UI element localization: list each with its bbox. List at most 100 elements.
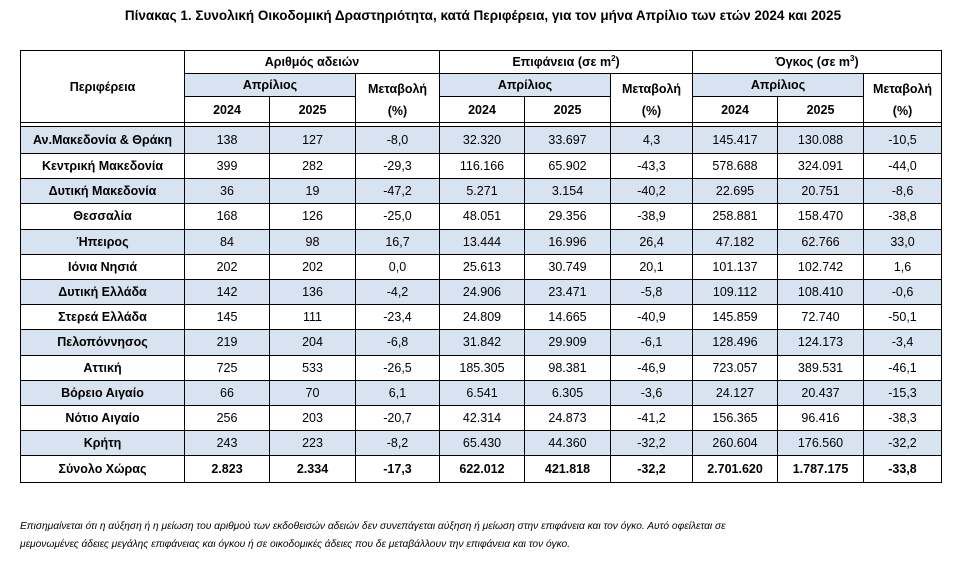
cell-volume-2024: 578.688 bbox=[692, 152, 779, 180]
table-row: Πελοπόννησος 219 204 -6,8 31.842 29.909 -6,1 12… bbox=[20, 329, 943, 356]
region-name: Κρήτη bbox=[20, 430, 185, 457]
cell-permits-2024: 219 bbox=[184, 329, 270, 356]
cell-area-2025: 30.749 bbox=[524, 253, 611, 280]
cell-area-2024: 24.906 bbox=[439, 278, 525, 306]
cell-permits-2024: 138 bbox=[184, 126, 270, 154]
cell-permits-change: -4,2 bbox=[355, 278, 440, 306]
cell-area-2024: 25.613 bbox=[439, 253, 525, 280]
table-title: Πίνακας 1. Συνολική Οικοδομική Δραστηριό… bbox=[124, 8, 842, 23]
cell-area-2024: 24.809 bbox=[439, 304, 525, 331]
cell-area-change: -32,2 bbox=[609, 455, 694, 484]
cell-volume-2025: 158.470 bbox=[777, 203, 865, 230]
area-2024-header: 2024 bbox=[439, 96, 525, 123]
cell-permits-2025: 204 bbox=[269, 329, 356, 356]
cell-area-2024: 48.051 bbox=[439, 203, 525, 230]
cell-permits-2025: 98 bbox=[269, 228, 356, 255]
total-row: Σύνολο Χώρας 2.823 2.334 -17,3 622.012 4… bbox=[20, 455, 943, 484]
area-month-header: Απρίλιος bbox=[439, 72, 611, 98]
cell-permits-change: -8,2 bbox=[355, 430, 440, 457]
cell-area-2025: 33.697 bbox=[524, 126, 611, 154]
cell-volume-2024: 2.701.620 bbox=[692, 455, 779, 484]
table-row: Στερεά Ελλάδα 145 111 -23,4 24.809 14.665 -40,… bbox=[20, 304, 943, 331]
cell-permits-change: -25,0 bbox=[355, 203, 440, 230]
cell-volume-2025: 20.751 bbox=[777, 178, 865, 205]
table-row: Θεσσαλία 168 126 -25,0 48.051 29.356 -38,9 258.… bbox=[20, 203, 943, 230]
cell-area-change: -43,3 bbox=[609, 152, 694, 180]
region-header: Περιφέρεια bbox=[20, 50, 185, 123]
cell-area-2025: 14.665 bbox=[524, 304, 611, 331]
area-2025-header: 2025 bbox=[524, 96, 611, 123]
cell-permits-2025: 223 bbox=[269, 430, 356, 457]
cell-permits-2025: 203 bbox=[269, 404, 356, 432]
cell-volume-change: -50,1 bbox=[863, 304, 943, 331]
cell-permits-2025: 2.334 bbox=[269, 455, 356, 484]
cell-area-2024: 185.305 bbox=[439, 354, 525, 381]
table-row: Νότιο Αιγαίο 256 203 -20,7 42.314 24.873 -41,2… bbox=[20, 404, 943, 432]
region-name: Δυτική Μακεδονία bbox=[20, 178, 185, 205]
cell-area-change: -40,2 bbox=[609, 178, 694, 205]
cell-volume-2025: 96.416 bbox=[777, 404, 865, 432]
cell-volume-2024: 47.182 bbox=[692, 228, 779, 255]
cell-volume-2024: 145.417 bbox=[692, 126, 779, 154]
table-row: Δυτική Ελλάδα 142 136 -4,2 24.906 23.471 -5,8 1… bbox=[20, 278, 943, 306]
region-name: Στερεά Ελλάδα bbox=[20, 304, 185, 331]
cell-permits-2025: 533 bbox=[269, 354, 356, 381]
region-name: Νότιο Αιγαίο bbox=[20, 404, 185, 432]
permits-month-header: Απρίλιος bbox=[184, 72, 356, 98]
cell-volume-change: -0,6 bbox=[863, 278, 943, 306]
cell-permits-2025: 111 bbox=[269, 304, 356, 331]
cell-volume-2024: 723.057 bbox=[692, 354, 779, 381]
cell-volume-change: -33,8 bbox=[863, 455, 943, 484]
cell-permits-2025: 202 bbox=[269, 253, 356, 280]
cell-volume-change: -38,3 bbox=[863, 404, 943, 432]
volume-2024-header: 2024 bbox=[692, 96, 779, 123]
cell-volume-2024: 24.127 bbox=[692, 379, 779, 406]
cell-permits-change: -6,8 bbox=[355, 329, 440, 356]
cell-area-2025: 98.381 bbox=[524, 354, 611, 381]
cell-area-change: 26,4 bbox=[609, 228, 694, 255]
table-row: Αττική 725 533 -26,5 185.305 98.381 -46,9 723.0… bbox=[20, 354, 943, 381]
construction-activity-table: Περιφέρεια Αριθμός αδειών Επιφάνεια (σε … bbox=[20, 50, 943, 484]
cell-volume-2024: 22.695 bbox=[692, 178, 779, 205]
cell-volume-change: -44,0 bbox=[863, 152, 943, 180]
cell-volume-2024: 145.859 bbox=[692, 304, 779, 331]
cell-area-2025: 29.909 bbox=[524, 329, 611, 356]
cell-volume-change: -32,2 bbox=[863, 430, 943, 457]
cell-area-change: -32,2 bbox=[609, 430, 694, 457]
cell-area-change: 4,3 bbox=[609, 126, 694, 154]
cell-permits-change: 0,0 bbox=[355, 253, 440, 280]
area-header: Επιφάνεια (σε m2) bbox=[438, 50, 694, 74]
cell-permits-2025: 282 bbox=[269, 152, 356, 180]
cell-permits-2024: 256 bbox=[184, 404, 270, 432]
table-row: Κεντρική Μακεδονία 399 282 -29,3 116.166 65.9… bbox=[20, 152, 943, 180]
cell-volume-2024: 258.881 bbox=[692, 203, 779, 230]
permits-2024-header: 2024 bbox=[184, 96, 270, 123]
table-row: Βόρειο Αιγαίο 66 70 6,1 6.541 6.305 -3,6 24.127… bbox=[20, 379, 943, 406]
cell-area-change: -46,9 bbox=[609, 354, 694, 381]
cell-volume-2024: 260.604 bbox=[692, 430, 779, 457]
cell-volume-2025: 108.410 bbox=[777, 278, 865, 306]
cell-volume-2025: 62.766 bbox=[777, 228, 865, 255]
cell-area-2025: 24.873 bbox=[524, 404, 611, 432]
cell-permits-2024: 243 bbox=[184, 430, 270, 457]
cell-area-2025: 421.818 bbox=[524, 455, 611, 484]
cell-permits-2024: 2.823 bbox=[184, 455, 270, 484]
cell-area-2025: 44.360 bbox=[524, 430, 611, 457]
region-name: Θεσσαλία bbox=[20, 203, 185, 230]
cell-area-change: -3,6 bbox=[609, 379, 694, 406]
cell-volume-2024: 128.496 bbox=[692, 329, 779, 356]
cell-area-change: -5,8 bbox=[609, 278, 694, 306]
cell-volume-change: 33,0 bbox=[863, 228, 943, 255]
cell-volume-2025: 102.742 bbox=[777, 253, 865, 280]
permits-header: Αριθμός αδειών bbox=[184, 50, 440, 74]
cell-volume-2024: 109.112 bbox=[692, 278, 779, 306]
cell-permits-2025: 126 bbox=[269, 203, 356, 230]
region-name: Βόρειο Αιγαίο bbox=[20, 379, 185, 406]
cell-volume-change: -3,4 bbox=[863, 329, 943, 356]
cell-permits-change: -26,5 bbox=[355, 354, 440, 381]
table-row: Ήπειρος 84 98 16,7 13.444 16.996 26,4 47.182 62.… bbox=[20, 228, 943, 255]
table-row: Αν.Μακεδονία & Θράκη 138 127 -8,0 32.320 33.6… bbox=[20, 126, 943, 154]
cell-area-2024: 42.314 bbox=[439, 404, 525, 432]
cell-permits-2024: 142 bbox=[184, 278, 270, 306]
footnote: Επισημαίνεται ότι η αύξηση ή η μείωση το… bbox=[20, 518, 950, 554]
